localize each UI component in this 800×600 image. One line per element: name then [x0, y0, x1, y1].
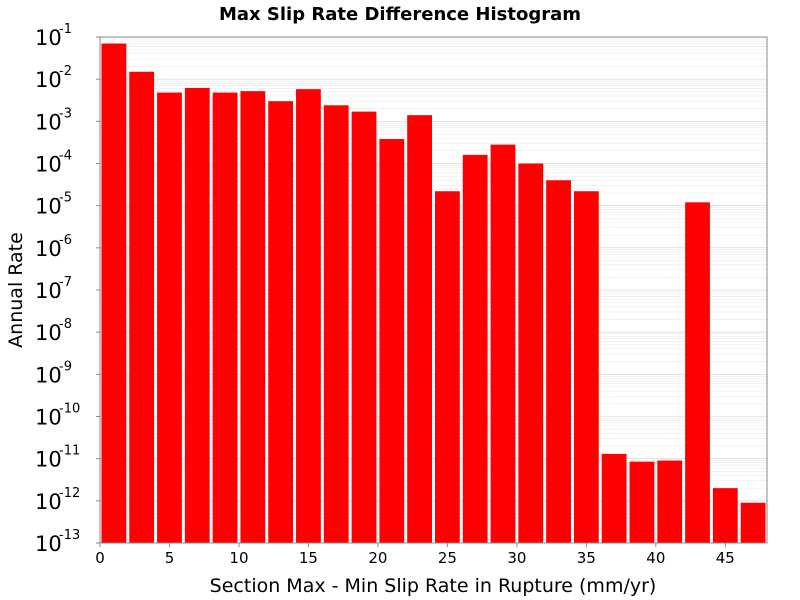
y-tick-label-exponent: -4	[59, 149, 72, 164]
x-tick-label: 0	[95, 549, 105, 567]
x-tick-label: 40	[646, 549, 665, 567]
y-tick-label-exponent: -2	[59, 64, 72, 79]
bar-bin-23	[740, 502, 766, 543]
y-axis-ticks: 10-110-210-310-410-510-610-710-810-910-1…	[35, 22, 100, 556]
x-tick-label: 30	[507, 549, 526, 567]
y-tick-label-base: 10	[35, 406, 62, 430]
y-tick-label-base: 10	[35, 110, 62, 134]
chart-title: Max Slip Rate Difference Histogram	[219, 4, 581, 25]
bar-bin-12	[435, 191, 460, 543]
x-tick-label: 25	[438, 549, 457, 567]
bar-bin-3	[184, 87, 210, 544]
x-tick-label: 45	[716, 549, 735, 567]
bar-bin-18	[601, 453, 627, 543]
bar-bin-1	[129, 71, 155, 543]
y-tick-label-exponent: -13	[59, 528, 80, 543]
bar-bin-11	[407, 115, 432, 543]
bars	[101, 43, 766, 544]
x-axis-ticks: 0 5 10 15 20 25 30 35 40 45	[95, 543, 735, 567]
x-tick-label: 20	[368, 549, 387, 567]
y-tick-label-base: 10	[35, 490, 62, 514]
bar-bin-15	[518, 163, 544, 543]
y-tick-label-base: 10	[35, 279, 62, 303]
bar-bin-2	[157, 92, 182, 543]
x-axis-label: Section Max - Min Slip Rate in Rupture (…	[210, 575, 657, 597]
y-tick-label-exponent: -8	[59, 317, 72, 332]
bar-bin-14	[490, 144, 516, 543]
y-tick-label-exponent: -6	[59, 233, 72, 248]
grid-lines	[100, 38, 767, 544]
bar-bin-0	[101, 43, 127, 543]
y-tick-label-base: 10	[35, 195, 62, 219]
bar-bin-13	[462, 154, 488, 543]
bar-bin-20	[657, 460, 683, 543]
bar-bin-16	[546, 180, 571, 544]
y-tick-label-base: 10	[35, 26, 62, 50]
bar-bin-22	[712, 488, 738, 543]
bar-bin-9	[351, 111, 377, 543]
y-tick-label-exponent: -5	[59, 191, 72, 206]
bar-bin-6	[268, 101, 294, 543]
bar-bin-21	[685, 202, 710, 543]
y-tick-label-exponent: -9	[59, 359, 72, 374]
y-tick-label-base: 10	[35, 448, 62, 472]
y-tick-label-base: 10	[35, 68, 62, 92]
y-tick-label-base: 10	[35, 363, 62, 387]
bar-bin-17	[573, 191, 599, 543]
bar-bin-10	[379, 139, 405, 543]
y-tick-label-base: 10	[35, 532, 62, 556]
bar-bin-4	[212, 92, 238, 543]
x-tick-label: 15	[299, 549, 318, 567]
y-tick-label-exponent: -1	[59, 22, 72, 37]
y-tick-label-exponent: -3	[59, 106, 72, 121]
bar-bin-19	[629, 461, 655, 543]
y-tick-label-base: 10	[35, 321, 62, 345]
x-tick-label: 35	[577, 549, 596, 567]
y-tick-label-exponent: -7	[59, 275, 72, 290]
y-tick-label-exponent: -12	[59, 486, 80, 501]
bar-bin-5	[240, 91, 266, 544]
y-tick-label-base: 10	[35, 153, 62, 177]
y-tick-label-base: 10	[35, 237, 62, 261]
x-tick-label: 5	[165, 549, 175, 567]
y-axis-label: Annual Rate	[5, 232, 27, 348]
x-tick-label: 10	[229, 549, 248, 567]
y-tick-label-exponent: -10	[59, 402, 80, 417]
bar-bin-8	[323, 105, 349, 544]
y-tick-label-exponent: -11	[59, 444, 80, 459]
bar-bin-7	[296, 89, 321, 543]
